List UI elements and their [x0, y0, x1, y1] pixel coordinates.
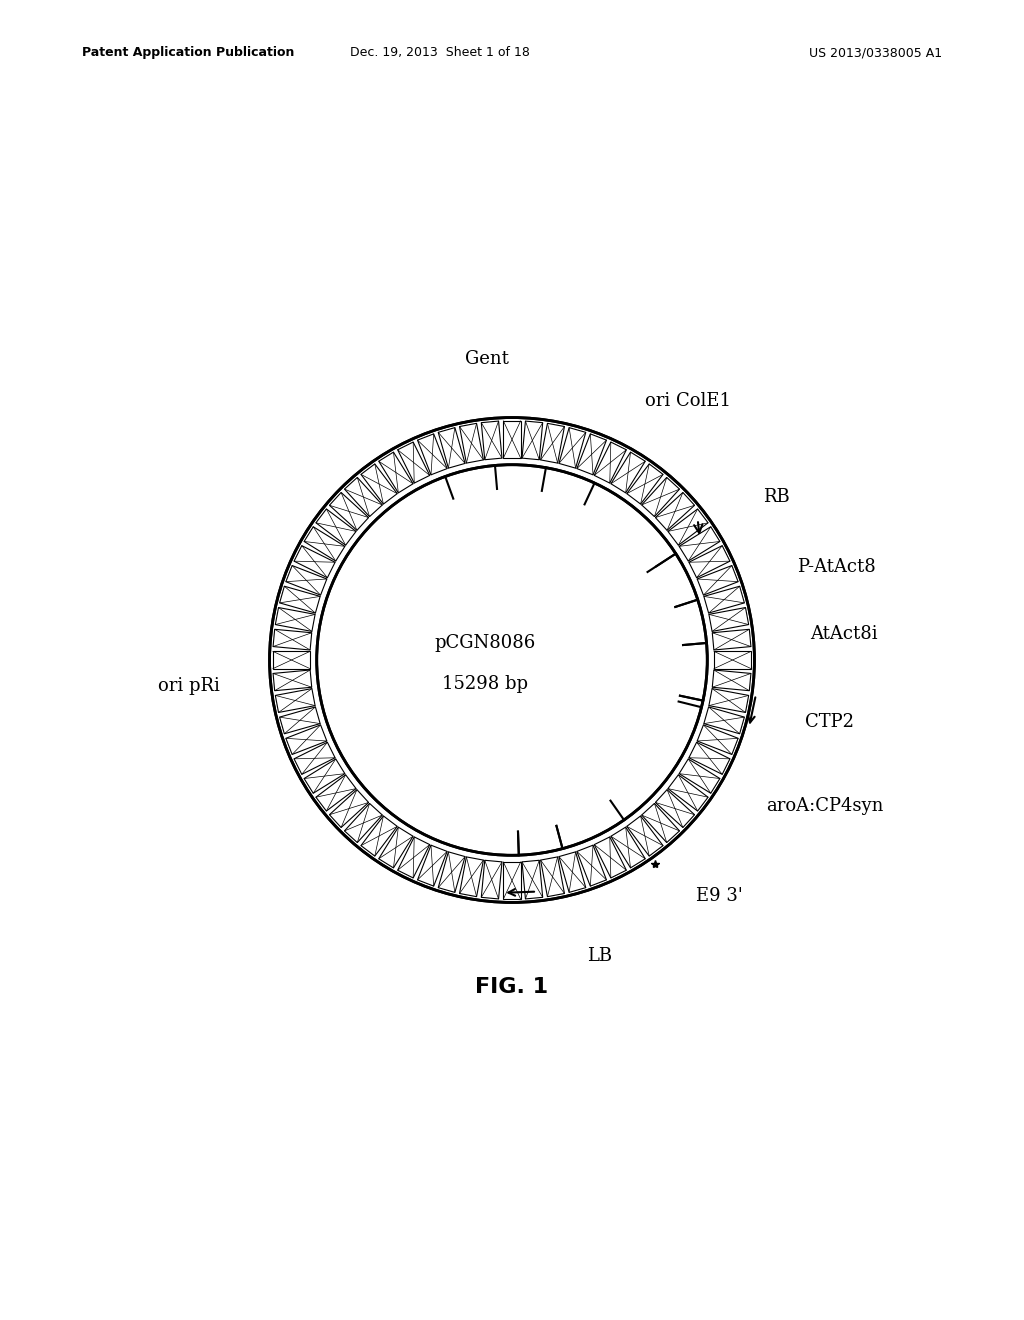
Text: ori ColE1: ori ColE1 [645, 392, 731, 411]
Polygon shape [269, 417, 755, 903]
Polygon shape [361, 463, 397, 504]
Polygon shape [460, 424, 483, 463]
Polygon shape [642, 804, 680, 842]
Polygon shape [438, 428, 465, 469]
Text: LB: LB [587, 946, 612, 965]
Text: aroA:CP4syn: aroA:CP4syn [766, 797, 883, 816]
Polygon shape [594, 442, 627, 483]
Polygon shape [418, 845, 447, 886]
Text: P-AtAct8: P-AtAct8 [797, 558, 876, 577]
Polygon shape [559, 428, 586, 469]
Polygon shape [273, 671, 311, 690]
Polygon shape [668, 510, 708, 545]
Polygon shape [577, 434, 606, 475]
Polygon shape [504, 862, 520, 899]
Polygon shape [294, 742, 335, 775]
Polygon shape [275, 607, 315, 631]
Text: RB: RB [763, 488, 791, 506]
Polygon shape [418, 434, 447, 475]
Polygon shape [697, 565, 738, 595]
Polygon shape [655, 492, 694, 531]
Polygon shape [280, 708, 321, 734]
Polygon shape [379, 453, 413, 492]
Text: US 2013/0338005 A1: US 2013/0338005 A1 [809, 46, 942, 59]
Polygon shape [275, 689, 315, 713]
Polygon shape [709, 689, 749, 713]
Polygon shape [330, 789, 369, 828]
Polygon shape [713, 630, 751, 649]
Polygon shape [294, 545, 335, 578]
Text: E9 3': E9 3' [696, 887, 743, 906]
Polygon shape [679, 759, 720, 793]
Polygon shape [272, 651, 310, 669]
Polygon shape [668, 775, 708, 810]
Polygon shape [438, 851, 465, 892]
Polygon shape [304, 759, 345, 793]
Text: pCGN8086: pCGN8086 [434, 634, 536, 652]
Polygon shape [481, 861, 502, 899]
Polygon shape [460, 857, 483, 896]
Text: Dec. 19, 2013  Sheet 1 of 18: Dec. 19, 2013 Sheet 1 of 18 [350, 46, 530, 59]
Polygon shape [481, 421, 502, 459]
Polygon shape [642, 478, 680, 516]
Polygon shape [397, 837, 430, 878]
Text: Patent Application Publication: Patent Application Publication [82, 46, 294, 59]
Polygon shape [541, 857, 564, 896]
Polygon shape [709, 607, 749, 631]
Polygon shape [316, 510, 356, 545]
Polygon shape [522, 861, 543, 899]
Text: CTP2: CTP2 [805, 713, 854, 731]
Text: AtAct8i: AtAct8i [811, 624, 879, 643]
Polygon shape [689, 742, 730, 775]
Polygon shape [689, 545, 730, 578]
Text: 15298 bp: 15298 bp [442, 675, 528, 693]
Polygon shape [286, 565, 327, 595]
Polygon shape [522, 421, 543, 459]
Text: ori pRi: ori pRi [159, 677, 220, 694]
Polygon shape [703, 586, 744, 612]
Polygon shape [714, 651, 752, 669]
Polygon shape [379, 828, 413, 867]
Polygon shape [577, 845, 606, 886]
Polygon shape [273, 630, 311, 649]
Polygon shape [316, 775, 356, 810]
Polygon shape [344, 478, 382, 516]
Polygon shape [611, 828, 645, 867]
Polygon shape [627, 816, 663, 857]
Polygon shape [703, 708, 744, 734]
Polygon shape [344, 804, 382, 842]
Polygon shape [397, 442, 430, 483]
Text: Gent: Gent [465, 350, 508, 368]
Polygon shape [713, 671, 751, 690]
Polygon shape [559, 851, 586, 892]
Polygon shape [304, 527, 345, 561]
Polygon shape [697, 725, 738, 755]
Polygon shape [611, 453, 645, 492]
Polygon shape [541, 424, 564, 463]
Polygon shape [627, 463, 663, 504]
Polygon shape [280, 586, 321, 612]
Polygon shape [679, 527, 720, 561]
Polygon shape [655, 789, 694, 828]
Polygon shape [361, 816, 397, 857]
Polygon shape [594, 837, 627, 878]
Text: FIG. 1: FIG. 1 [475, 977, 549, 997]
Polygon shape [286, 725, 327, 755]
Polygon shape [504, 421, 520, 458]
Polygon shape [330, 492, 369, 531]
